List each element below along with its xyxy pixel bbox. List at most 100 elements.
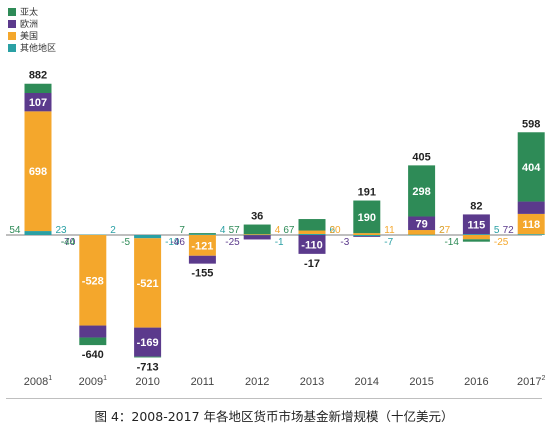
total-label-2010: -713	[137, 361, 159, 373]
label-us-2008: 698	[29, 166, 47, 178]
label-us-2014: 11	[384, 225, 395, 236]
legend-label-asia: 亚太	[20, 7, 39, 17]
bar-europe-2015	[408, 216, 436, 231]
label-us-2012: 4	[275, 225, 281, 236]
label-europe-2009: -70	[61, 237, 76, 248]
bar-other-2016	[462, 234, 490, 235]
label-asia-2014: 190	[358, 212, 376, 224]
total-label-2011: -155	[191, 268, 213, 280]
legend-swatch-us	[8, 31, 16, 40]
label-europe-2013: -110	[301, 239, 322, 251]
bar-asia-2013	[298, 219, 326, 231]
label-europe-2015: 79	[415, 218, 427, 230]
label-other-2009: 2	[110, 225, 116, 236]
bar-asia-2016	[462, 239, 490, 242]
divider-line	[6, 398, 542, 399]
bar-us-2013	[298, 230, 326, 234]
label-other-2008: 23	[56, 225, 68, 236]
bar-asia-2010	[134, 356, 162, 358]
label-other-2010: -19	[165, 237, 180, 248]
x-tick-label-2017: 20172	[517, 375, 545, 388]
legend-label-us: 美国	[20, 31, 39, 41]
label-asia-2015: 298	[412, 186, 430, 198]
stacked-bar-chart: 2369810754882200812-528-70-44-64020091-1…	[6, 70, 545, 388]
label-asia-2017: 404	[522, 162, 541, 174]
label-asia-2009: -44	[61, 237, 76, 248]
bar-us-2009	[79, 235, 107, 326]
label-europe-2008: 107	[29, 97, 47, 109]
bar-us-2016	[462, 235, 490, 240]
bar-europe-2011	[188, 255, 216, 264]
bar-europe-2012	[243, 235, 271, 240]
total-label-2014: 191	[358, 187, 376, 199]
label-other-2015: 2	[439, 225, 445, 236]
bar-us-2008	[24, 111, 52, 232]
legend-item-us: 美国	[8, 30, 56, 41]
total-label-2015: 405	[412, 151, 430, 163]
label-europe-2016: 115	[468, 219, 486, 231]
x-tick-label-2016: 2016	[464, 376, 488, 388]
total-label-2017: 598	[522, 118, 540, 130]
bar-other-2014	[353, 235, 381, 237]
total-label-2016: 82	[470, 200, 482, 212]
label-europe-2010: -169	[137, 337, 159, 349]
x-tick-label-2009: 20091	[79, 375, 107, 388]
label-other-2012: -1	[275, 237, 284, 248]
bar-europe-2013	[298, 235, 326, 254]
label-europe-2012: -25	[225, 237, 240, 248]
legend-swatch-asia	[8, 7, 16, 16]
label-us-2016: -25	[494, 237, 509, 248]
bar-asia-2011	[188, 233, 216, 235]
label-europe-2011: -46	[170, 237, 185, 248]
bar-europe-2014	[353, 236, 381, 238]
label-asia-2011: 7	[179, 225, 185, 236]
legend-item-other: 其他地区	[8, 42, 56, 53]
label-asia-2008: 54	[9, 225, 21, 236]
bar-other-2010	[134, 235, 162, 239]
bar-us-2017	[517, 213, 545, 235]
bar-asia-2014	[353, 200, 381, 234]
x-tick-superscript-2008: 1	[48, 375, 52, 382]
bar-asia-2009	[79, 337, 107, 346]
total-label-2012: 36	[251, 211, 263, 223]
x-tick-superscript-2009: 1	[103, 375, 107, 382]
bar-us-2010	[134, 238, 162, 328]
legend-item-asia: 亚太	[8, 6, 56, 17]
x-tick-label-2008: 20081	[24, 375, 52, 388]
bar-europe-2010	[134, 327, 162, 357]
label-asia-2012: 57	[229, 225, 241, 236]
label-europe-2017: 72	[503, 225, 515, 236]
bar-europe-2016	[462, 214, 490, 235]
bar-asia-2015	[408, 165, 436, 217]
x-tick-superscript-2017: 2	[541, 375, 545, 382]
label-other-2016: 5	[494, 225, 500, 236]
label-asia-2010: -5	[121, 237, 130, 248]
bar-asia-2008	[24, 83, 52, 93]
bar-us-2015	[408, 230, 436, 235]
figure-caption: 图 4：2008-2017 年各地区货币市场基金新增规模（十亿美元）	[94, 409, 454, 424]
bar-other-2008	[24, 231, 52, 235]
bar-us-2011	[188, 235, 216, 256]
x-tick-label-2011: 2011	[191, 376, 215, 388]
bar-asia-2017	[517, 132, 545, 202]
legend-item-europe: 欧洲	[8, 18, 56, 29]
legend-label-europe: 欧洲	[20, 19, 39, 29]
x-tick-label-2012: 2012	[245, 376, 269, 388]
x-tick-label-2013: 2013	[300, 376, 324, 388]
label-us-2017: 118	[522, 219, 540, 231]
legend-swatch-europe	[8, 19, 16, 28]
label-us-2010: -521	[137, 278, 159, 290]
bar-europe-2008	[24, 92, 52, 112]
label-other-2014: -7	[384, 237, 393, 248]
bar-other-2017	[517, 234, 545, 235]
bar-other-2013	[298, 233, 326, 235]
bar-europe-2017	[517, 201, 545, 214]
total-label-2008: 882	[29, 70, 47, 82]
label-other-2013: 6	[330, 225, 336, 236]
bar-other-2015	[408, 234, 436, 236]
x-tick-label-2010: 2010	[135, 376, 159, 388]
legend: 亚太 欧洲 美国 其他地区	[8, 6, 56, 54]
label-us-2015: 27	[439, 225, 451, 236]
label-asia-2016: -14	[444, 237, 459, 248]
x-tick-label-2015: 2015	[409, 376, 433, 388]
